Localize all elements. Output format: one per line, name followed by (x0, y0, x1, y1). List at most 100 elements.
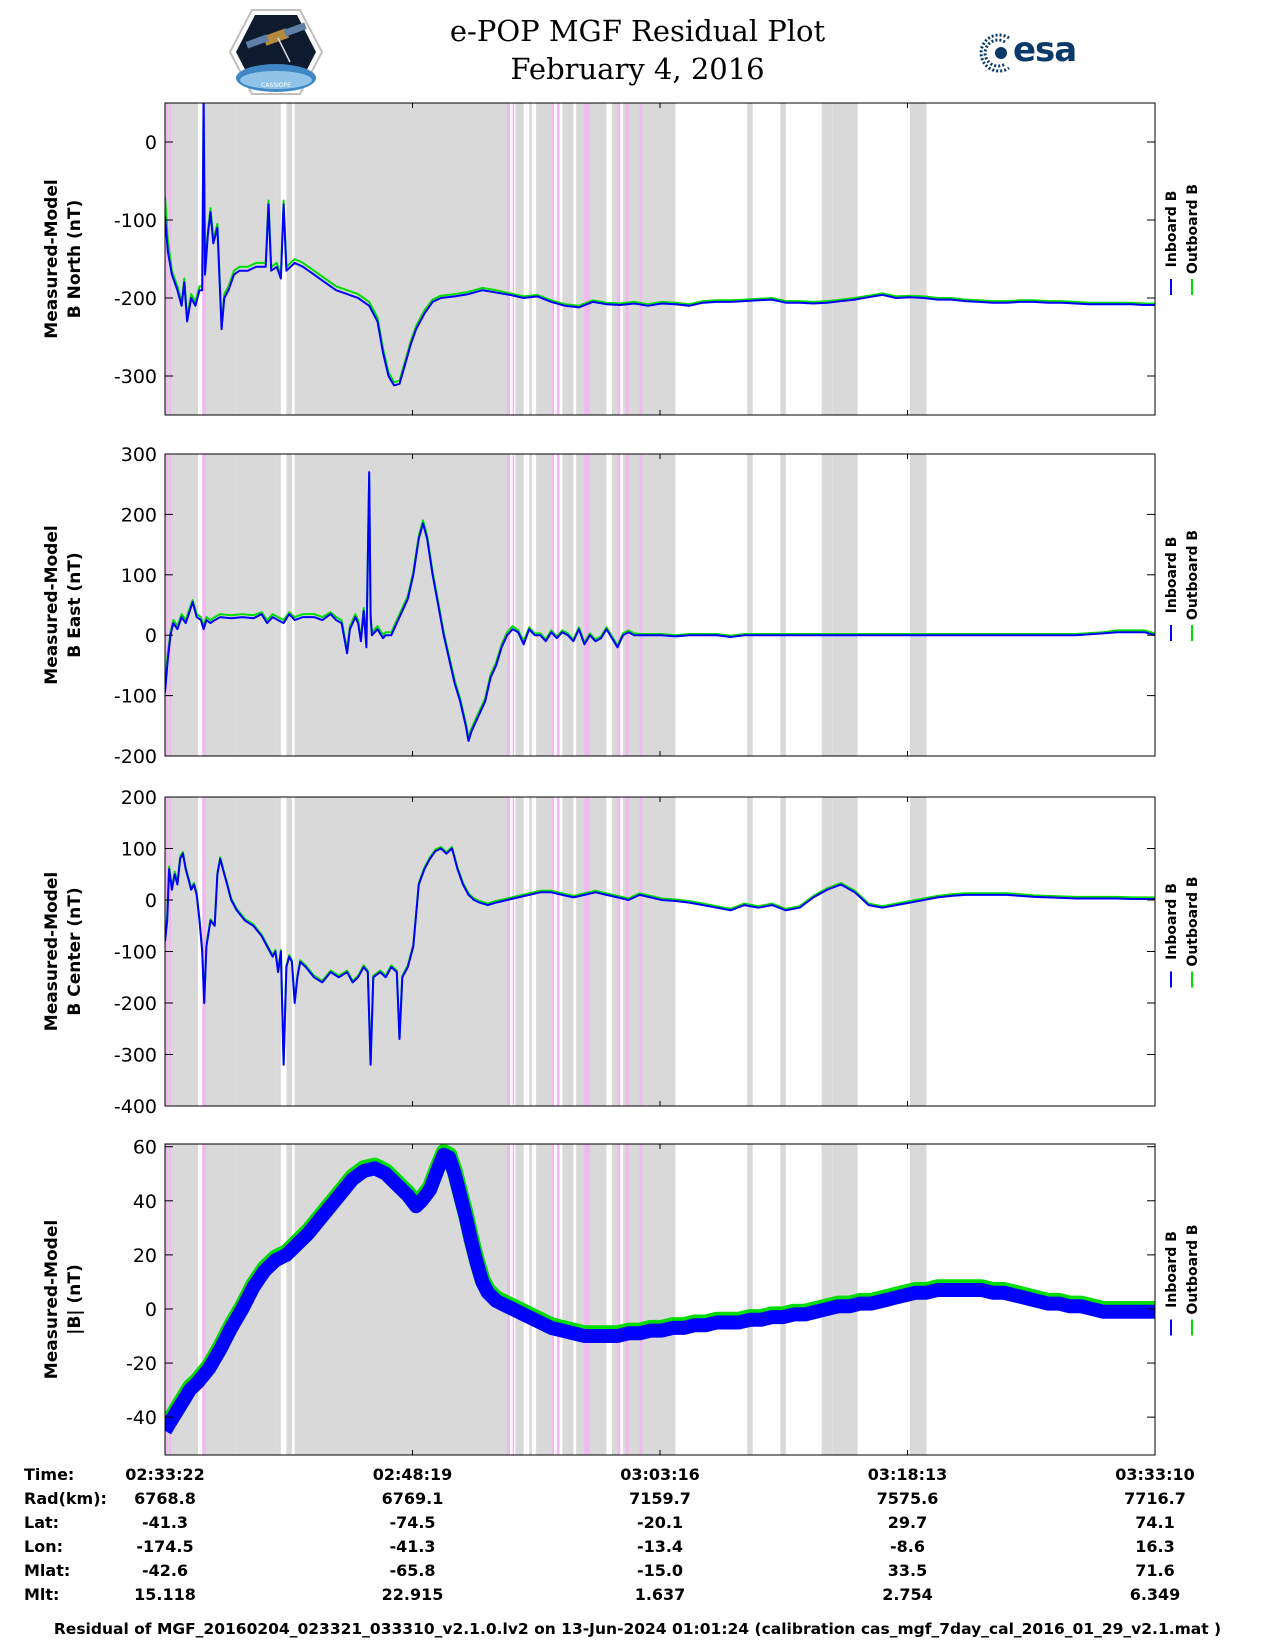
gray-shade-band (562, 103, 574, 415)
gray-shade-band (286, 1144, 292, 1455)
y-tick-label: 100 (121, 839, 157, 861)
gray-shade-band (821, 454, 833, 756)
ephemeris-value: -15.0 (636, 1561, 684, 1580)
gray-shade-band (529, 454, 532, 756)
gray-shade-band (286, 797, 292, 1106)
gray-shade-band (236, 454, 276, 756)
gray-shade-band (275, 1144, 281, 1455)
y-tick-label: 0 (145, 625, 157, 647)
gray-shade-band (275, 797, 281, 1106)
pink-shade-band (639, 454, 643, 756)
legend-entry: Outboard B (1185, 876, 1201, 966)
gray-shade-band (623, 797, 676, 1106)
gray-shade-band (623, 1144, 676, 1455)
gray-shade-band (909, 103, 927, 415)
gray-shade-band (515, 797, 524, 1106)
ephemeris-value: 1.637 (634, 1585, 686, 1604)
y-tick-label: -300 (114, 1045, 157, 1067)
pink-shade-band (169, 1144, 172, 1455)
gray-shade-band (780, 1144, 786, 1455)
gray-shade-band (536, 797, 552, 1106)
y-tick-label: 200 (121, 504, 157, 526)
ephemeris-value: 7159.7 (629, 1489, 691, 1508)
y-tick-label: -200 (114, 288, 157, 310)
y-tick-label: 0 (145, 1299, 157, 1321)
y-tick-label: -100 (114, 210, 157, 232)
gray-shade-band (909, 797, 927, 1106)
y-tick-label: -200 (114, 993, 157, 1015)
ephemeris-value: -42.6 (141, 1561, 189, 1580)
y-axis-label: B East (nT) (65, 552, 85, 657)
y-axis-label: B Center (nT) (65, 887, 85, 1015)
ephemeris-value: 22.915 (381, 1585, 444, 1604)
pink-shade-band (584, 454, 590, 756)
gray-shade-band (780, 797, 786, 1106)
ephemeris-value: 02:48:19 (372, 1465, 453, 1484)
pink-shade-band (639, 103, 643, 415)
y-tick-label: -100 (114, 942, 157, 964)
legend-entry: Outboard B (1185, 1224, 1201, 1314)
gray-shade-band (611, 797, 618, 1106)
pink-shade-band (556, 103, 560, 415)
pink-shade-band (551, 454, 555, 756)
ephemeris-value: -174.5 (136, 1537, 194, 1556)
gray-shade-band (203, 797, 237, 1106)
legend-entry: Outboard B (1185, 184, 1201, 274)
gray-shade-band (203, 103, 237, 415)
gray-shade-band (515, 103, 524, 415)
ephemeris-value: 2.754 (882, 1585, 933, 1604)
ephemeris-value: 7575.6 (876, 1489, 939, 1508)
y-tick-label: 20 (133, 1245, 157, 1267)
pink-shade-band (512, 454, 515, 756)
ephemeris-row-label: Mlt: (24, 1585, 60, 1604)
ephemeris-row-label: Mlat: (24, 1561, 71, 1580)
ephemeris-value: -65.8 (389, 1561, 436, 1580)
gray-shade-band (623, 454, 676, 756)
pink-shade-band (551, 103, 555, 415)
y-axis-label: Measured-Model (42, 872, 62, 1031)
gray-shade-band (576, 454, 607, 756)
pink-shade-band (617, 103, 621, 415)
cassiope-logo-icon: CASSIOPE (228, 8, 324, 96)
gray-shade-band (747, 454, 753, 756)
gray-shade-band (536, 103, 552, 415)
gray-shade-band (529, 103, 532, 415)
inboard-series-line (165, 471, 1155, 742)
gray-shade-band (236, 103, 276, 415)
pink-shade-band (165, 454, 168, 756)
inboard-series-line (165, 1147, 1155, 1435)
y-tick-label: 0 (145, 132, 157, 154)
gray-shade-band (832, 454, 858, 756)
pink-shade-band (507, 454, 510, 756)
y-axis-label: Measured-Model (42, 525, 62, 684)
gray-shade-band (529, 797, 532, 1106)
inboard-series-line (165, 847, 1155, 1066)
pink-shade-band (617, 1144, 621, 1455)
pink-shade-band (551, 1144, 555, 1455)
y-tick-label: 40 (133, 1191, 157, 1213)
legend-entry: Inboard B (1164, 1231, 1180, 1308)
y-tick-label: -100 (114, 686, 157, 708)
gray-shade-band (562, 797, 574, 1106)
y-axis-label: |B| (nT) (65, 1264, 85, 1335)
gray-shade-band (275, 103, 281, 415)
pink-shade-band (584, 797, 590, 1106)
pink-shade-band (584, 103, 590, 415)
gray-shade-band (780, 103, 786, 415)
gray-shade-band (832, 797, 858, 1106)
ephemeris-value: 16.3 (1135, 1537, 1175, 1556)
pink-shade-band (512, 797, 515, 1106)
gray-shade-band (286, 454, 292, 756)
pink-shade-band (556, 797, 560, 1106)
ephemeris-value: -41.3 (141, 1513, 189, 1532)
gray-shade-band (536, 454, 552, 756)
ephemeris-row-label: Lon: (24, 1537, 63, 1556)
ephemeris-row-label: Lat: (24, 1513, 60, 1532)
gray-shade-band (821, 797, 833, 1106)
gray-shade-band (294, 797, 510, 1106)
pink-shade-band (617, 454, 621, 756)
ephemeris-value: 03:18:13 (867, 1465, 948, 1484)
ephemeris-table: Time: Rad(km): Lat: Lon: Mlat: Mlt: 02:33:22 67… (0, 1465, 1275, 1635)
pink-shade-band (617, 797, 621, 1106)
